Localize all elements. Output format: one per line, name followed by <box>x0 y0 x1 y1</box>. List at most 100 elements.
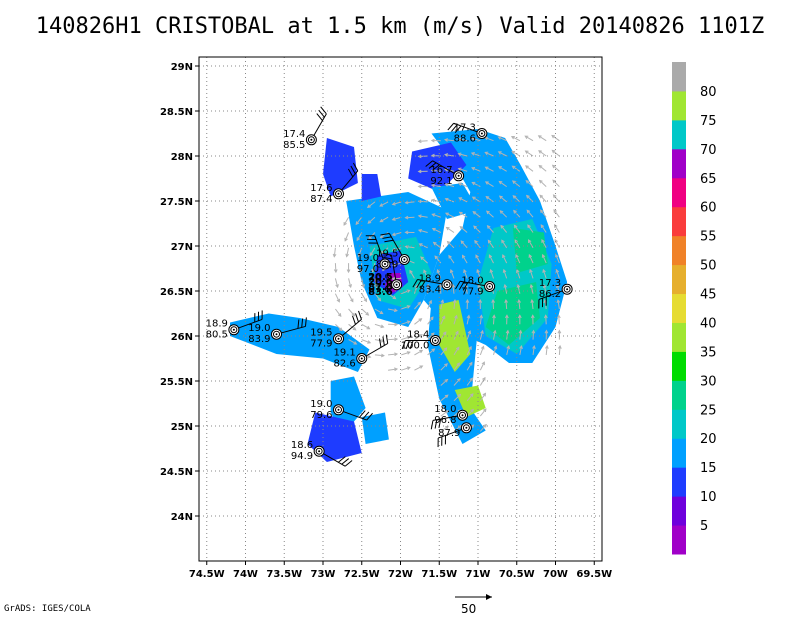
colorbar-swatch <box>672 380 686 410</box>
station-wind-label: 18.0 <box>461 276 483 287</box>
station-pressure-label: 96.8 <box>434 415 456 426</box>
station-marker: 18.096.8 <box>430 404 468 430</box>
station-pressure-label: 86.2 <box>539 289 561 300</box>
station-marker: 18.983.4 <box>412 274 453 296</box>
y-tick-label: 24N <box>171 512 193 523</box>
station-wind-label: 17.3 <box>454 123 476 134</box>
x-tick-label: 71W <box>466 569 491 580</box>
axis-ticks: 74.5W 74W 73.5W 73W 72.5W 72W 71.5W 71W 70.5W 70W… <box>160 62 612 580</box>
station-wind-label: 18.0 <box>434 404 456 415</box>
colorbar-label: 40 <box>700 316 717 331</box>
x-tick-label: 72.5W <box>344 569 380 580</box>
colorbar-label: 35 <box>700 345 717 360</box>
station-marker: 19.182.6 <box>333 334 389 370</box>
station-marker: 87.9 <box>437 422 472 448</box>
center-stacked-label: 87.6 <box>368 282 393 293</box>
colorbar-label: 30 <box>700 374 717 389</box>
colorbar-swatch <box>672 177 686 208</box>
wind-speed-field <box>230 129 568 462</box>
y-tick-label: 29N <box>171 62 193 73</box>
wind-vector-arrows <box>332 134 562 432</box>
station-wind-label: 20.5 <box>368 274 390 285</box>
colorbar-swatch <box>672 525 686 555</box>
station-pressure-label: 87.4 <box>310 194 332 205</box>
colorbar-swatch <box>672 264 686 295</box>
y-tick-label: 25.5N <box>160 377 193 388</box>
colorbar-label: 10 <box>700 490 717 505</box>
y-tick-label: 27N <box>171 242 193 253</box>
colorbar-label: 55 <box>700 230 717 245</box>
colorbar-label: 80 <box>700 85 717 100</box>
station-wind-label: 16.7 <box>430 165 452 176</box>
station-wind-label: 17.3 <box>539 278 561 289</box>
reference-vector-label: 50 <box>461 602 477 616</box>
grads-credit: GrADS: IGES/COLA <box>4 604 91 614</box>
east-band-stronger-north <box>512 228 548 273</box>
colorbar-label: 25 <box>700 403 717 418</box>
colorbar-label: 75 <box>700 114 717 129</box>
station-wind-label: 18.6 <box>291 440 313 451</box>
colorbar-swatch <box>672 235 686 266</box>
station-pressure-label: 97.0 <box>357 264 379 275</box>
colorbar-swatch <box>672 496 686 526</box>
east-band-stronger <box>485 282 540 345</box>
station-marker: 19.577.9 <box>310 310 362 350</box>
colorbar-swatch <box>672 409 686 439</box>
x-tick-label: 73.5W <box>266 569 302 580</box>
reference-vector <box>455 594 492 600</box>
station-wind-label: 17.4 <box>283 129 305 140</box>
colorbar-swatch <box>672 148 686 179</box>
station-pressure-label: 100.0 <box>401 341 430 352</box>
y-tick-label: 28.5N <box>160 107 193 118</box>
station-marker: 18.077.9 <box>455 276 496 298</box>
x-tick-label: 73W <box>311 569 336 580</box>
colorbar: 5 10 15 20 25 30 35 40 45 50 55 60 65 70 75 80 <box>672 62 717 555</box>
colorbar-swatch <box>672 351 686 381</box>
northwest-spot <box>361 174 382 201</box>
colorbar-label: 50 <box>700 259 717 274</box>
station-pressure-label: 87.9 <box>438 428 460 439</box>
colorbar-swatch <box>672 119 686 150</box>
station-marker: 18.980.5 <box>206 310 263 341</box>
station-pressure-label: 77.9 <box>461 287 483 298</box>
station-wind-label: 19.1 <box>333 348 355 359</box>
center-stacked-label: 20.6 <box>368 277 393 288</box>
x-tick-label: 69.5W <box>576 569 612 580</box>
station-pressure-label: 77.9 <box>310 339 332 350</box>
y-tick-label: 28N <box>171 152 193 163</box>
center-stacked-label: 20.5 <box>368 272 393 283</box>
station-marker: 17.386.2 <box>538 278 573 309</box>
station-wind-label: 19.0 <box>248 323 270 334</box>
station-pressure-label: 85.5 <box>283 140 305 151</box>
y-tick-label: 25N <box>171 422 193 433</box>
station-marker: 17.388.6 <box>447 123 488 145</box>
station-marker: 19.083.9 <box>248 317 307 345</box>
station-wind-label: 18.9 <box>206 319 228 330</box>
colorbar-label: 60 <box>700 201 717 216</box>
station-wind-label: 19.0 <box>357 253 379 264</box>
x-tick-label: 72W <box>388 569 413 580</box>
station-pressure-label: 88.6 <box>454 134 476 145</box>
station-wind-label: 19.0 <box>310 399 332 410</box>
south-band-peak <box>439 300 471 372</box>
colorbar-swatch <box>672 467 686 497</box>
x-tick-label: 74.5W <box>189 569 225 580</box>
colorbar-swatch <box>672 293 686 323</box>
north-cluster-2 <box>431 183 478 219</box>
colorbar-swatch <box>672 206 686 237</box>
colorbar-swatch <box>672 438 686 468</box>
y-tick-label: 26.5N <box>160 287 193 298</box>
center-stacked-label: 83.6 <box>368 287 393 298</box>
station-marker: 19.079.6 <box>310 399 373 421</box>
colorbar-label: 5 <box>700 519 708 534</box>
station-wind-label: 18.9 <box>419 274 441 285</box>
station-pressure-label: 94.9 <box>291 451 313 462</box>
y-tick-label: 26N <box>171 332 193 343</box>
colorbar-label: 20 <box>700 432 717 447</box>
station-pressure-label: 83.4 <box>419 285 441 296</box>
station-marker: 16.792.1 <box>425 160 465 187</box>
colorbar-swatch <box>672 62 686 92</box>
station-pressure-label: 92.1 <box>430 176 452 187</box>
station-marker: 18.694.9 <box>291 440 353 467</box>
colorbar-label: 70 <box>700 143 717 158</box>
